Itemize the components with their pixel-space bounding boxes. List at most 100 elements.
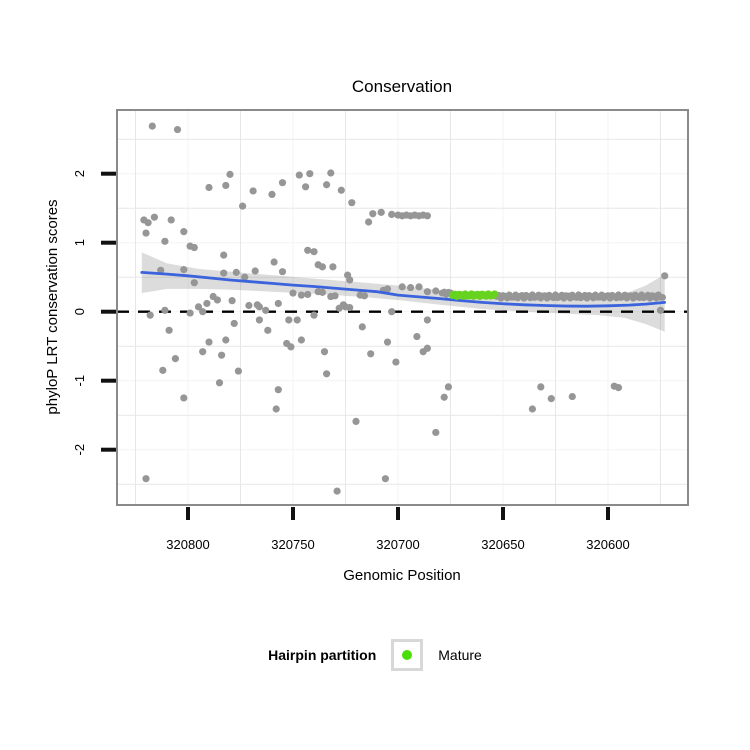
x-tick-label: 320600 xyxy=(586,537,629,552)
data-point xyxy=(287,343,295,351)
data-point xyxy=(369,210,377,218)
conservation-plot: 320800 320750 320700 320650 320600 2 1 0 -1 -2 Co… xyxy=(44,77,689,671)
data-point xyxy=(161,237,169,245)
data-point xyxy=(180,394,188,402)
data-point xyxy=(144,219,152,227)
data-point xyxy=(230,319,238,328)
legend-item-mature: Mature xyxy=(438,647,482,663)
data-point xyxy=(285,316,293,324)
data-point xyxy=(205,338,213,346)
data-point xyxy=(232,268,240,276)
data-point xyxy=(190,243,198,252)
data-point xyxy=(320,348,329,356)
data-point xyxy=(268,190,276,198)
data-point xyxy=(199,348,207,356)
data-point xyxy=(568,392,576,401)
y-tick-label: 1 xyxy=(72,239,87,246)
data-point xyxy=(360,292,368,300)
y-axis-label: phyloP LRT conservation scores xyxy=(44,199,61,414)
data-point xyxy=(159,366,167,374)
data-point xyxy=(302,183,310,191)
data-point xyxy=(203,299,211,308)
data-point xyxy=(222,336,230,344)
data-point xyxy=(249,187,257,195)
data-point xyxy=(194,303,203,311)
data-point xyxy=(329,263,337,271)
data-point xyxy=(173,125,182,134)
data-point xyxy=(348,199,356,207)
data-point xyxy=(142,229,150,237)
data-point xyxy=(297,336,305,344)
data-point xyxy=(537,383,545,391)
data-point xyxy=(278,179,287,187)
data-point xyxy=(274,386,282,394)
data-point xyxy=(432,428,440,437)
data-point xyxy=(423,212,431,220)
data-point xyxy=(413,332,421,341)
data-point xyxy=(614,384,623,392)
data-point xyxy=(333,487,341,495)
data-point xyxy=(318,288,326,296)
data-point xyxy=(383,285,392,293)
plot-panel xyxy=(117,110,688,505)
legend: Hairpin partition Mature xyxy=(0,639,750,671)
legend-key-box xyxy=(391,639,424,671)
data-point xyxy=(255,303,263,311)
data-point xyxy=(142,475,150,483)
x-tick-label: 320750 xyxy=(271,537,314,552)
data-point xyxy=(661,272,669,280)
data-point xyxy=(381,475,389,483)
data-point xyxy=(323,181,331,189)
data-point xyxy=(432,287,440,295)
data-point xyxy=(419,348,427,356)
data-point xyxy=(215,379,224,387)
data-point xyxy=(171,355,179,363)
y-tick-label: -1 xyxy=(72,375,87,387)
data-point xyxy=(241,273,249,281)
data-point xyxy=(388,308,396,316)
data-point xyxy=(228,297,236,305)
data-point xyxy=(659,293,666,301)
mature-dot-icon xyxy=(402,650,413,660)
data-point xyxy=(423,288,431,296)
data-point xyxy=(150,213,158,221)
data-point xyxy=(262,306,270,314)
data-point xyxy=(327,169,335,177)
data-point xyxy=(331,292,339,300)
axes: 320800 320750 320700 320650 320600 2 1 0 -1 -2 xyxy=(72,170,630,552)
mature-point xyxy=(490,290,499,299)
data-point xyxy=(297,291,305,299)
data-point xyxy=(295,171,303,179)
y-tick-label: 0 xyxy=(72,308,87,315)
data-point xyxy=(365,218,373,226)
data-point xyxy=(407,283,415,292)
data-point xyxy=(245,301,253,310)
data-point xyxy=(367,350,375,358)
data-point xyxy=(346,303,354,312)
data-point xyxy=(440,393,448,401)
data-point xyxy=(255,316,263,324)
data-point xyxy=(186,309,194,317)
data-point xyxy=(304,246,312,254)
data-point xyxy=(398,283,406,291)
data-point xyxy=(205,183,213,192)
x-tick-label: 320700 xyxy=(376,537,419,552)
y-tick-label: -2 xyxy=(72,444,87,456)
data-point xyxy=(226,170,234,178)
data-point xyxy=(278,268,287,276)
y-tick-label: 2 xyxy=(72,170,87,177)
data-point xyxy=(165,326,173,334)
data-point xyxy=(146,311,154,319)
data-point xyxy=(352,417,360,426)
data-point xyxy=(310,311,318,319)
data-point xyxy=(161,306,169,314)
data-point xyxy=(318,263,326,271)
data-point xyxy=(392,358,400,366)
data-point xyxy=(528,405,537,413)
data-point xyxy=(264,326,272,334)
x-axis-label: Genomic Position xyxy=(343,567,461,584)
data-point xyxy=(293,316,301,324)
data-point xyxy=(270,258,278,266)
data-point xyxy=(547,395,555,403)
data-point xyxy=(346,276,354,284)
